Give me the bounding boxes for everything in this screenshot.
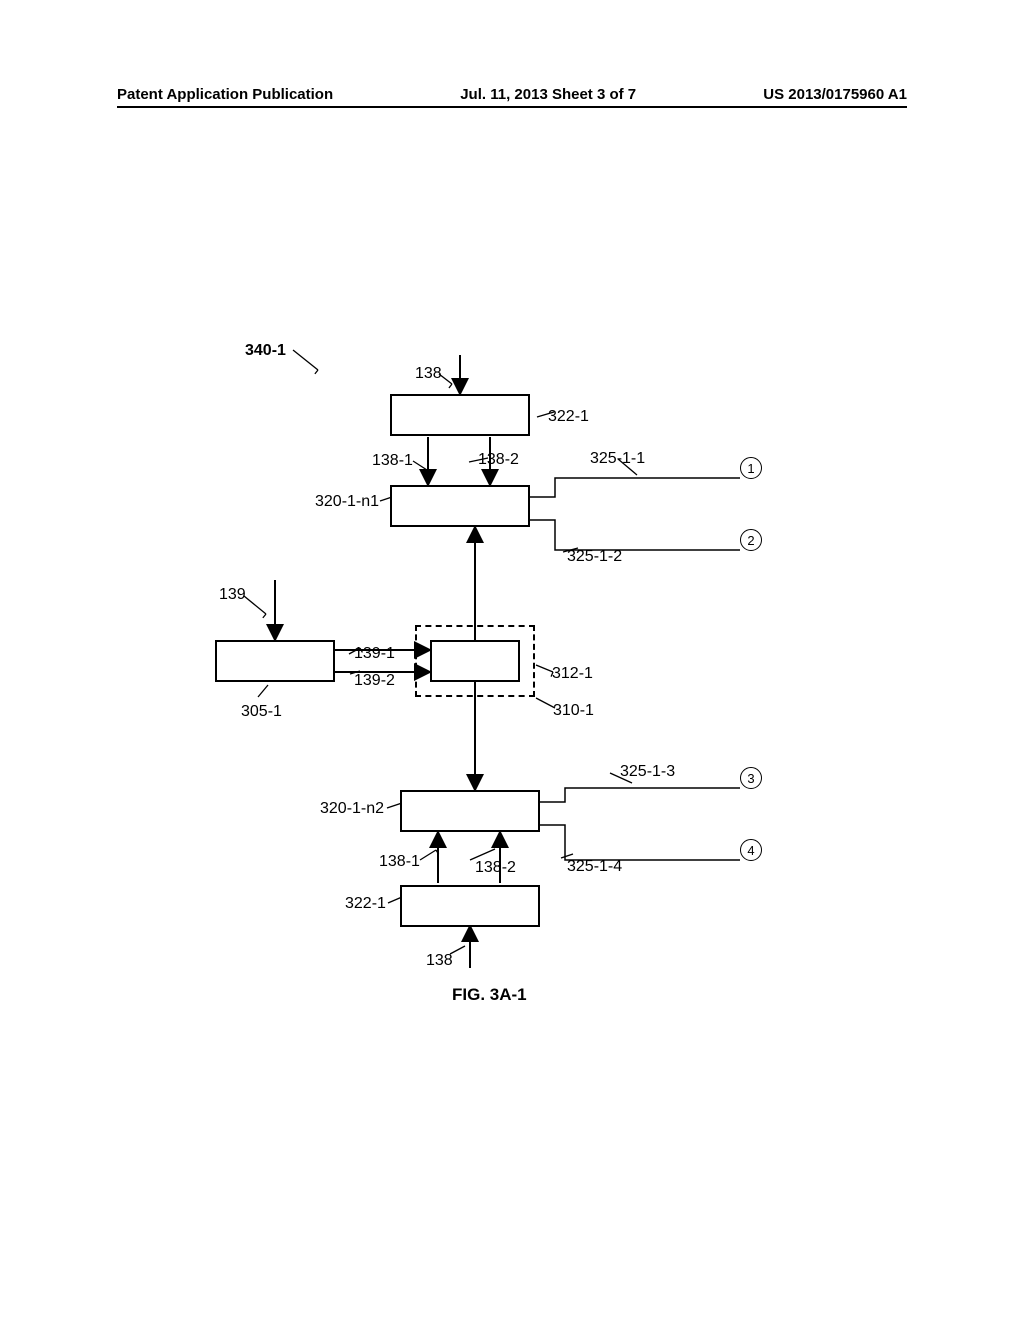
label-l_340_1: 340-1 — [245, 342, 286, 360]
box-top_322_1 — [390, 394, 530, 436]
figure-diagram: 340-1138322-1138-1138-2325-1-1320-1-n132… — [0, 0, 1024, 1320]
circle-c4: 4 — [740, 839, 762, 861]
label-l_305_1: 305-1 — [241, 703, 282, 721]
label-l_322_1b: 322-1 — [345, 895, 386, 913]
label-l_312_1: 312-1 — [552, 665, 593, 683]
label-l_325_11: 325-1-1 — [590, 450, 645, 468]
box-bot_322_1 — [400, 885, 540, 927]
circle-c2: 2 — [740, 529, 762, 551]
label-l_138_1a: 138-1 — [372, 452, 413, 470]
label-l_139_2: 139-2 — [354, 672, 395, 690]
label-l_138_b: 138 — [426, 952, 453, 970]
label-l_320_n2: 320-1-n2 — [320, 800, 384, 818]
label-l_138_2b: 138-2 — [475, 859, 516, 877]
label-l_325_13: 325-1-3 — [620, 763, 675, 781]
label-l_325_12: 325-1-2 — [567, 548, 622, 566]
label-l_320_n1: 320-1-n1 — [315, 493, 379, 511]
label-l_138_2a: 138-2 — [478, 451, 519, 469]
label-l_310_1: 310-1 — [553, 702, 594, 720]
box-mid_320_n1 — [390, 485, 530, 527]
circle-c1: 1 — [740, 457, 762, 479]
box-left_305_1 — [215, 640, 335, 682]
box-inner_312_1 — [430, 640, 520, 682]
label-l_322_1t: 322-1 — [548, 408, 589, 426]
label-l_325_14: 325-1-4 — [567, 858, 622, 876]
circle-c3: 3 — [740, 767, 762, 789]
figure-caption: FIG. 3A-1 — [452, 985, 527, 1005]
label-l_138_1b: 138-1 — [379, 853, 420, 871]
box-mid_320_n2 — [400, 790, 540, 832]
label-l_139: 139 — [219, 586, 246, 604]
label-l_139_1: 139-1 — [354, 645, 395, 663]
label-l_138_t: 138 — [415, 365, 442, 383]
